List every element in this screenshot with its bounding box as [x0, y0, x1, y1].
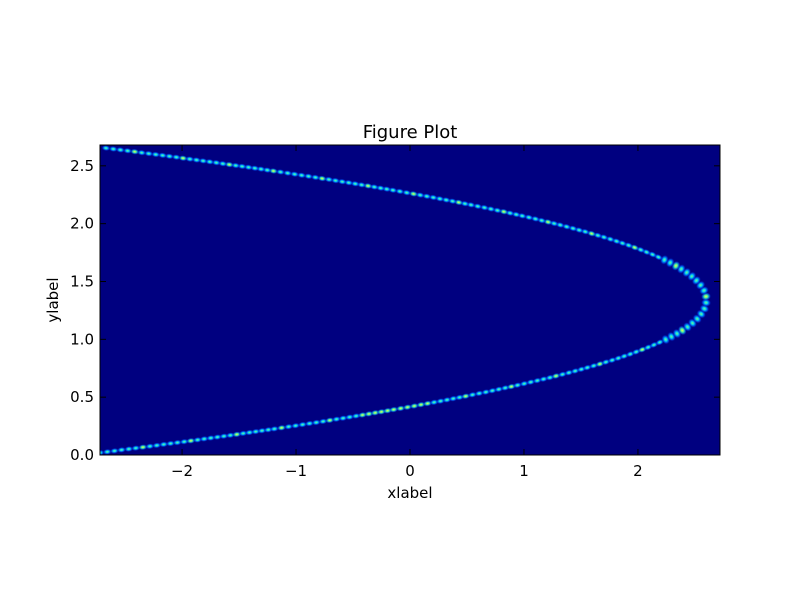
- heatmap-point: [317, 175, 327, 182]
- heatmap-point: [275, 168, 286, 176]
- heatmap-point: [115, 146, 125, 153]
- heatmap-point: [191, 156, 202, 164]
- heatmap-point: [461, 393, 471, 400]
- heatmap-point: [138, 444, 148, 451]
- heatmap-point: [131, 445, 141, 452]
- heatmap-point: [164, 153, 174, 160]
- heatmap-point: [101, 145, 111, 152]
- heatmap-point: [185, 156, 195, 163]
- x-tick-label: −1: [285, 462, 307, 480]
- heatmap-point: [269, 425, 279, 432]
- heatmap-point: [396, 405, 406, 412]
- heatmap-point: [109, 447, 120, 454]
- heatmap-curve: [100, 145, 712, 455]
- x-axis: −2 −1 0 1 2: [171, 145, 643, 480]
- heatmap-point: [297, 172, 307, 179]
- heatmap-point: [310, 174, 320, 181]
- heatmap-point: [123, 147, 133, 154]
- heatmap-point: [117, 446, 127, 453]
- heatmap-point: [171, 154, 181, 161]
- y-tick-label: 0.5: [70, 388, 94, 406]
- heatmap-point: [479, 204, 489, 211]
- heatmap-point: [395, 188, 405, 195]
- heatmap-point: [130, 148, 140, 155]
- heatmap-point: [311, 419, 321, 426]
- heatmap-background: [100, 145, 720, 455]
- heatmap-point: [137, 149, 147, 156]
- heatmap-point: [158, 152, 168, 159]
- heatmap-point: [284, 423, 294, 430]
- heatmap-point: [408, 190, 419, 197]
- heatmap-point: [144, 150, 154, 157]
- heatmap-point: [159, 441, 169, 448]
- heatmap-point: [324, 176, 334, 183]
- heatmap-point: [166, 440, 176, 447]
- heatmap-point: [318, 418, 328, 425]
- heatmap-point: [291, 422, 301, 429]
- heatmap-point: [325, 417, 335, 424]
- heatmap-point: [283, 170, 293, 177]
- y-axis-label: ylabel: [44, 277, 62, 322]
- heatmap-point: [102, 448, 112, 455]
- heatmap-point: [124, 445, 134, 453]
- heatmap-point: [277, 424, 287, 431]
- heatmap-point: [172, 439, 182, 446]
- y-axis: 0.0 0.5 1.0 1.5 2.0 2.5: [70, 157, 720, 464]
- heatmap-point: [179, 438, 189, 445]
- y-tick-label: 0.0: [70, 446, 94, 464]
- x-tick-label: 2: [633, 462, 643, 480]
- heatmap-point: [402, 404, 413, 411]
- x-tick-label: 0: [405, 462, 415, 480]
- y-tick-label: 2.0: [70, 215, 94, 233]
- heatmap-point: [108, 145, 118, 153]
- heatmap-point: [337, 178, 347, 185]
- x-axis-label: xlabel: [387, 484, 432, 502]
- y-tick-label: 1.5: [70, 272, 94, 290]
- x-tick-label: −2: [171, 462, 193, 480]
- heatmap-point: [186, 437, 196, 444]
- heatmap-point: [151, 151, 161, 158]
- x-tick-label: 1: [519, 462, 529, 480]
- y-tick-label: 1.0: [70, 330, 94, 348]
- heatmap-point: [303, 173, 314, 180]
- heatmap-point: [145, 443, 155, 450]
- heatmap-point: [152, 442, 162, 449]
- chart-title: Figure Plot: [363, 122, 458, 143]
- heatmap-point: [178, 155, 188, 162]
- heatmap-point: [402, 189, 412, 196]
- y-tick-label: 2.5: [70, 157, 94, 175]
- heatmap-point: [415, 192, 425, 199]
- heatmap-point: [304, 420, 315, 427]
- heatmap-point: [474, 390, 484, 397]
- heatmap-point: [298, 421, 308, 428]
- heatmap-point: [389, 406, 399, 413]
- heatmap-point: [290, 171, 300, 178]
- heatmap-point: [700, 298, 712, 307]
